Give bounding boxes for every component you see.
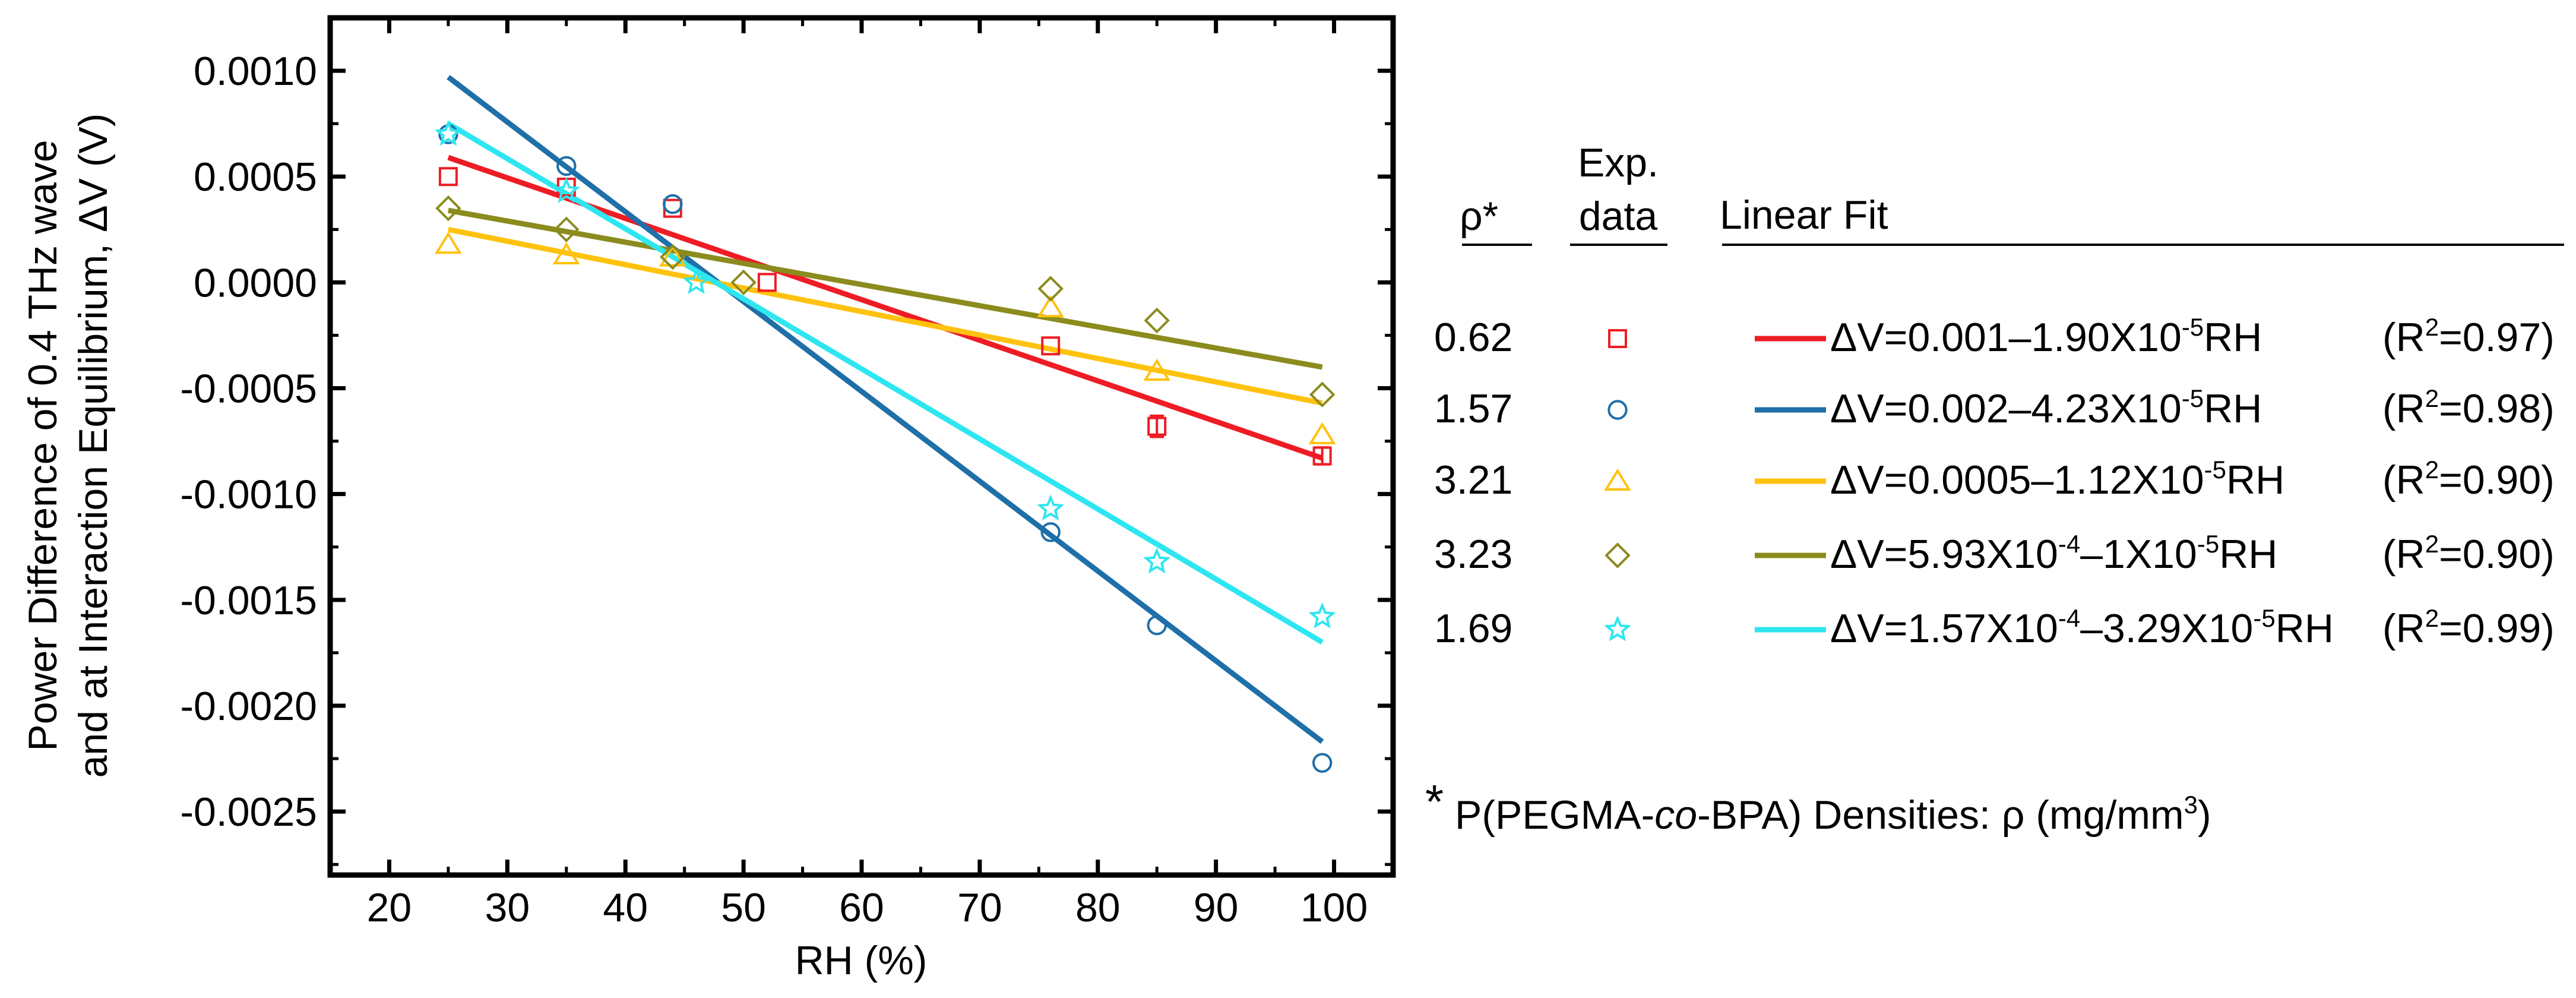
x-tick-label: 20 — [367, 885, 412, 930]
data-point-square — [1147, 416, 1167, 436]
data-point-circle — [1312, 753, 1333, 773]
data-point-diamond — [660, 244, 686, 270]
y-tick-label: -0.0020 — [180, 684, 317, 729]
data-point-diamond — [1144, 307, 1170, 334]
y-tick-label: 0.0000 — [194, 260, 317, 305]
y-axis-ticks: 0.0010 0.0005 0.0000 -0.0005 -0.0010 -0.0015 -… — [180, 49, 1393, 866]
x-tick-label: 70 — [957, 885, 1002, 930]
data-point-triangle — [1308, 422, 1336, 444]
data-point-circle — [556, 156, 577, 176]
data-point-star — [682, 268, 710, 294]
y-axis-title-line1: Power Difference of 0.4 THz wave — [20, 140, 65, 751]
data-point-triangle — [1037, 295, 1065, 318]
data-point-diamond — [435, 195, 461, 222]
fit-line-circle — [447, 75, 1324, 744]
data-point-square — [663, 198, 682, 218]
x-tick-label: 90 — [1194, 885, 1239, 930]
legend-marker-circle — [1607, 400, 1628, 420]
data-point-triangle — [1143, 358, 1171, 381]
x-tick-label: 50 — [721, 885, 766, 930]
data-point-triangle — [435, 231, 462, 254]
data-point-circle — [1147, 615, 1167, 636]
x-tick-label: 60 — [839, 885, 884, 930]
legend-marker-square — [1608, 329, 1627, 348]
x-tick-label: 80 — [1075, 885, 1121, 930]
data-point-triangle — [552, 242, 580, 265]
data-point-diamond — [730, 269, 757, 296]
fit-lines — [447, 75, 1324, 744]
y-tick-label: -0.0025 — [180, 789, 317, 835]
legend-marker-triangle — [1604, 468, 1631, 491]
x-axis-ticks: 20 30 40 50 60 70 80 90 100 — [367, 18, 1368, 930]
fit-line-star — [447, 121, 1324, 645]
data-point-square — [1041, 336, 1061, 356]
data-point-star — [1143, 547, 1171, 574]
data-point-diamond — [553, 216, 580, 243]
data-point-star — [552, 177, 580, 203]
y-axis-title-line2: and at Interaction Equilibrium, ΔV (V) — [71, 113, 116, 778]
legend-marker-diamond — [1605, 542, 1631, 569]
data-point-square — [1312, 446, 1332, 466]
x-tick-label: 30 — [485, 885, 530, 930]
legend-lines — [1755, 336, 1826, 633]
data-point-square — [438, 167, 458, 187]
data-point-circle — [663, 194, 683, 214]
data-point-circle — [1040, 522, 1061, 542]
data-point-star — [434, 119, 462, 146]
legend-markers — [1604, 329, 1631, 642]
fit-line-triangle — [448, 226, 1323, 406]
data-point-diamond — [1309, 381, 1336, 408]
data-point-square — [757, 273, 777, 292]
x-tick-label: 100 — [1300, 885, 1368, 930]
data-markers — [434, 119, 1336, 773]
fit-line-diamond — [448, 207, 1323, 370]
data-point-triangle — [659, 244, 686, 267]
data-point-star — [1308, 602, 1336, 629]
x-axis-title: RH (%) — [795, 938, 928, 983]
y-tick-label: 0.0010 — [194, 49, 317, 94]
x-tick-label: 40 — [603, 885, 648, 930]
legend-marker-star — [1604, 615, 1631, 642]
y-tick-label: 0.0005 — [194, 154, 317, 200]
data-point-star — [1037, 494, 1065, 521]
data-point-diamond — [1037, 276, 1064, 302]
y-tick-label: -0.0005 — [180, 367, 317, 412]
y-tick-label: -0.0010 — [180, 472, 317, 517]
y-tick-label: -0.0015 — [180, 578, 317, 623]
